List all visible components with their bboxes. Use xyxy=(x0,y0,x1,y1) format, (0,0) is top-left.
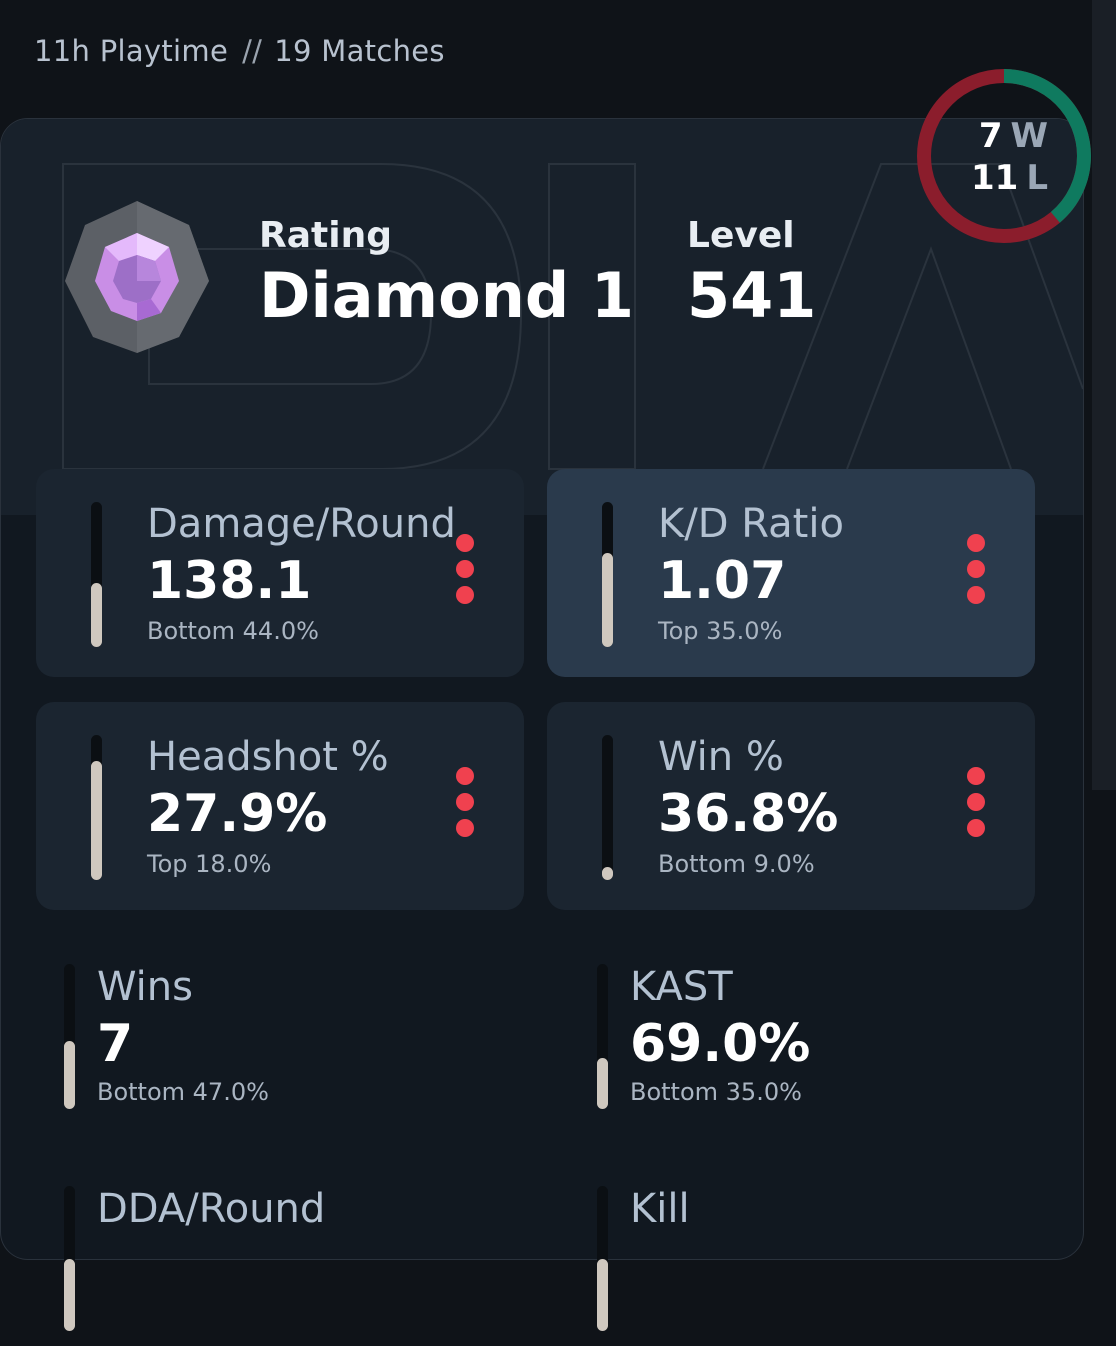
more-vertical-icon[interactable] xyxy=(963,762,989,842)
stat-value: 69.0% xyxy=(630,1014,811,1074)
overview-header: Rating Diamond 1 Level 541 xyxy=(1,119,1083,515)
stat-card-kd-ratio[interactable]: K/D Ratio 1.07 Top 35.0% xyxy=(547,469,1035,677)
stat-name: KAST xyxy=(630,964,733,1010)
stat-rank: Bottom 44.0% xyxy=(147,617,319,645)
stat-rank: Top 18.0% xyxy=(147,850,272,878)
stat-name: Win % xyxy=(658,734,784,780)
wins-letter: W xyxy=(1010,116,1048,156)
stat-rank: Bottom 47.0% xyxy=(97,1078,269,1106)
percentile-bar xyxy=(64,1186,75,1331)
win-arc xyxy=(917,69,1091,243)
level-label: Level xyxy=(687,215,795,256)
diamond-rank-icon xyxy=(65,201,209,353)
stat-kill: Kill xyxy=(597,1186,1017,1346)
stat-card-headshot[interactable]: Headshot % 27.9% Top 18.0% xyxy=(36,702,524,910)
stat-card-damage-round[interactable]: Damage/Round 138.1 Bottom 44.0% xyxy=(36,469,524,677)
percentile-fill xyxy=(602,552,613,647)
stat-value: 27.9% xyxy=(147,784,328,844)
rating-label: Rating xyxy=(259,215,392,256)
stat-card-win-percent[interactable]: Win % 36.8% Bottom 9.0% xyxy=(547,702,1035,910)
stat-name: K/D Ratio xyxy=(658,501,844,547)
separator: // xyxy=(242,34,263,68)
losses-count: 11 L xyxy=(952,158,1048,198)
stat-rank: Bottom 35.0% xyxy=(630,1078,802,1106)
playtime-text: 11h Playtime xyxy=(34,34,229,68)
stat-value: 7 xyxy=(97,1014,134,1074)
stat-rank: Top 35.0% xyxy=(658,617,783,645)
stat-name: Wins xyxy=(97,964,193,1010)
stat-value: 1.07 xyxy=(658,551,787,611)
more-vertical-icon[interactable] xyxy=(452,762,478,842)
rating-value: Diamond 1 xyxy=(259,259,634,332)
level-value: 541 xyxy=(687,259,817,332)
percentile-bar xyxy=(602,502,613,647)
percentile-fill xyxy=(64,1258,75,1331)
percentile-bar xyxy=(597,964,608,1109)
scrollbar-track[interactable] xyxy=(1092,0,1116,790)
percentile-fill xyxy=(597,1258,608,1331)
losses-number: 11 xyxy=(971,158,1019,198)
more-vertical-icon[interactable] xyxy=(452,529,478,609)
stat-value: 138.1 xyxy=(147,551,312,611)
percentile-fill xyxy=(597,1058,608,1109)
wins-number: 7 xyxy=(978,116,1003,156)
percentile-bar xyxy=(597,1186,608,1331)
percentile-fill xyxy=(64,1040,75,1109)
percentile-bar xyxy=(602,735,613,880)
percentile-bar xyxy=(64,964,75,1109)
stat-kast: KAST 69.0% Bottom 35.0% xyxy=(597,964,1017,1124)
percentile-fill xyxy=(91,583,102,647)
stat-name: Headshot % xyxy=(147,734,389,780)
stat-name: Kill xyxy=(630,1186,690,1232)
percentile-fill xyxy=(602,866,613,880)
matches-text: 19 Matches xyxy=(274,34,445,68)
percentile-bar xyxy=(91,735,102,880)
stat-name: Damage/Round xyxy=(147,501,456,547)
more-vertical-icon[interactable] xyxy=(963,529,989,609)
stat-wins: Wins 7 Bottom 47.0% xyxy=(64,964,484,1124)
scrollbar-lower xyxy=(1092,790,1116,1200)
stat-dda-round: DDA/Round xyxy=(64,1186,484,1346)
stat-value: 36.8% xyxy=(658,784,839,844)
stat-name: DDA/Round xyxy=(97,1186,326,1232)
losses-letter: L xyxy=(1026,158,1048,198)
playtime-summary: 11h Playtime // 19 Matches xyxy=(34,34,445,68)
percentile-bar xyxy=(91,502,102,647)
percentile-fill xyxy=(91,761,102,880)
overview-card: Rating Diamond 1 Level 541 xyxy=(0,118,1084,1260)
win-loss-ring xyxy=(917,69,1091,243)
stat-rank: Bottom 9.0% xyxy=(658,850,815,878)
